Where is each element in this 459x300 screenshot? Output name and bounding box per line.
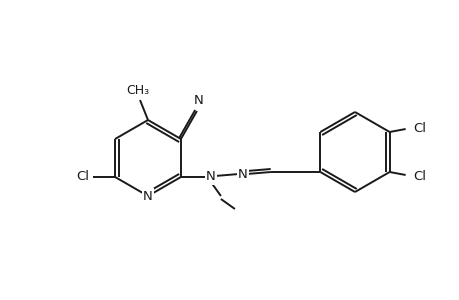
Text: Cl: Cl xyxy=(413,122,425,134)
Text: Cl: Cl xyxy=(413,169,425,182)
Text: Cl: Cl xyxy=(76,170,89,184)
Text: CH₃: CH₃ xyxy=(126,84,149,97)
Text: N: N xyxy=(143,190,152,202)
Text: N: N xyxy=(193,94,203,107)
Text: N: N xyxy=(206,170,215,184)
Text: N: N xyxy=(237,167,247,181)
